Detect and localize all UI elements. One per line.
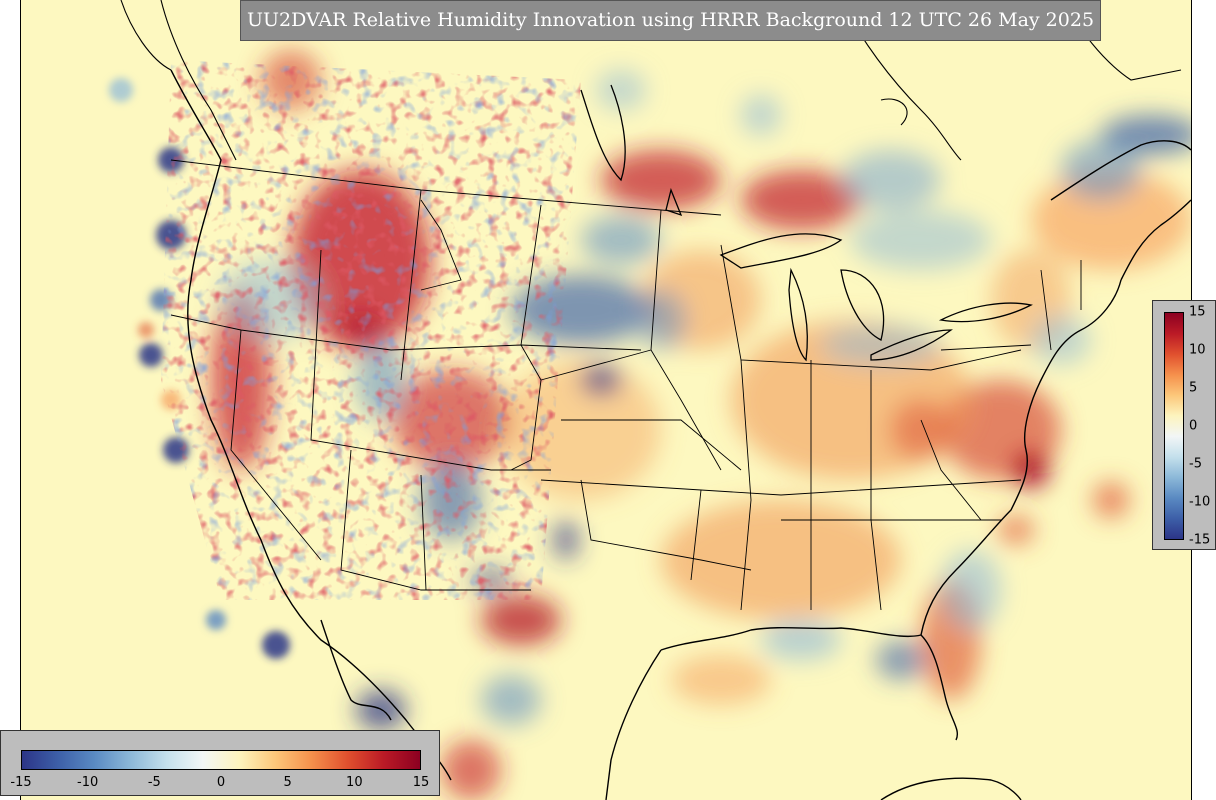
map-title: UU2DVAR Relative Humidity Innovation usi… bbox=[240, 0, 1101, 41]
coastlines bbox=[170, 69, 1191, 800]
colorbar-tick-label: -10 bbox=[77, 775, 99, 790]
colorbar-tick-label: 0 bbox=[1189, 418, 1198, 434]
colorbar-tick-label: 10 bbox=[1189, 342, 1206, 358]
colorbar-tick-label: -15 bbox=[1189, 532, 1211, 548]
vertical-colorbar: 15 10 5 0 -5 -10 -15 bbox=[1152, 300, 1216, 550]
colorbar-tick-label: -10 bbox=[1189, 494, 1211, 510]
colorbar-tick-label: -5 bbox=[1189, 456, 1202, 472]
colorbar-tick-label: -15 bbox=[10, 775, 32, 790]
state-boundaries bbox=[170, 159, 1082, 611]
colorbar-tick-label: 15 bbox=[1189, 304, 1206, 320]
colorbar-tick-label: -5 bbox=[147, 775, 161, 790]
great-lakes bbox=[580, 84, 1033, 362]
horizontal-colorbar: -15 -10 -5 0 5 10 15 bbox=[0, 730, 440, 796]
colorbar-gradient-vertical bbox=[1164, 312, 1184, 540]
colorbar-tick-label: 0 bbox=[216, 775, 226, 790]
humidity-innovation-map bbox=[21, 0, 1191, 800]
colorbar-tick-label: 5 bbox=[1189, 380, 1198, 396]
colorbar-tick-label: 15 bbox=[412, 775, 430, 790]
colorbar-tick-label: 10 bbox=[346, 775, 363, 790]
colorbar-tick-label: 5 bbox=[283, 775, 292, 790]
map-panel bbox=[20, 0, 1192, 800]
colorbar-gradient-horizontal bbox=[21, 750, 421, 770]
